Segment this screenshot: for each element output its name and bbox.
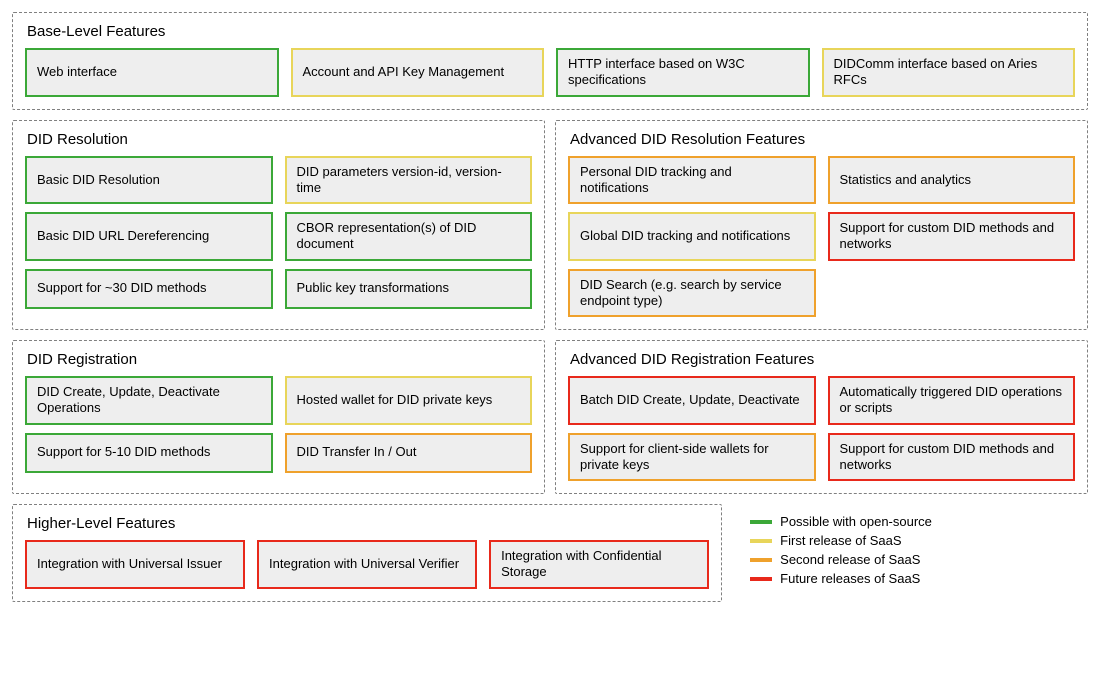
feature-item: Account and API Key Management [291, 48, 545, 97]
feature-item: Web interface [25, 48, 279, 97]
item-grid: Batch DID Create, Update, DeactivateAuto… [568, 376, 1075, 481]
legend-row: First release of SaaS [750, 533, 1084, 548]
legend-swatch [750, 558, 772, 562]
feature-item: DID Create, Update, Deactivate Operation… [25, 376, 273, 425]
legend-row: Future releases of SaaS [750, 571, 1084, 586]
row-bottom: Higher-Level Features Integration with U… [12, 504, 1088, 612]
feature-item: DIDComm interface based on Aries RFCs [822, 48, 1076, 97]
feature-item: CBOR representation(s) of DID document [285, 212, 533, 261]
feature-item: Integration with Universal Verifier [257, 540, 477, 589]
legend-label: Future releases of SaaS [780, 571, 920, 586]
section-advanced-registration: Advanced DID Registration Features Batch… [555, 340, 1088, 494]
section-advanced-resolution: Advanced DID Resolution Features Persona… [555, 120, 1088, 331]
legend-label: First release of SaaS [780, 533, 901, 548]
item-grid: DID Create, Update, Deactivate Operation… [25, 376, 532, 473]
legend-row: Possible with open-source [750, 514, 1084, 529]
feature-item: Support for 5-10 DID methods [25, 433, 273, 473]
section-title: Base-Level Features [27, 23, 1075, 40]
feature-item: Automatically triggered DID operations o… [828, 376, 1076, 425]
feature-item: Batch DID Create, Update, Deactivate [568, 376, 816, 425]
feature-item: Support for custom DID methods and netwo… [828, 212, 1076, 261]
feature-item: DID parameters version-id, version-time [285, 156, 533, 205]
item-grid: Integration with Universal IssuerIntegra… [25, 540, 709, 589]
section-title: DID Resolution [27, 131, 532, 148]
legend: Possible with open-source First release o… [732, 504, 1088, 594]
feature-item: Hosted wallet for DID private keys [285, 376, 533, 425]
legend-label: Possible with open-source [780, 514, 932, 529]
feature-item: Support for client-side wallets for priv… [568, 433, 816, 482]
legend-label: Second release of SaaS [780, 552, 920, 567]
item-grid: Personal DID tracking and notificationsS… [568, 156, 1075, 318]
feature-item: Global DID tracking and notifications [568, 212, 816, 261]
legend-swatch [750, 539, 772, 543]
feature-item: Support for custom DID methods and netwo… [828, 433, 1076, 482]
section-title: Advanced DID Resolution Features [570, 131, 1075, 148]
section-higher-level: Higher-Level Features Integration with U… [12, 504, 722, 602]
row-resolution: DID Resolution Basic DID ResolutionDID p… [12, 120, 1088, 331]
item-grid: Web interfaceAccount and API Key Managem… [25, 48, 1075, 97]
feature-item: Statistics and analytics [828, 156, 1076, 205]
section-title: Higher-Level Features [27, 515, 709, 532]
section-base-level: Base-Level Features Web interfaceAccount… [12, 12, 1088, 110]
feature-item: Integration with Confidential Storage [489, 540, 709, 589]
row-registration: DID Registration DID Create, Update, Dea… [12, 340, 1088, 494]
section-title: DID Registration [27, 351, 532, 368]
feature-item: Personal DID tracking and notifications [568, 156, 816, 205]
legend-swatch [750, 520, 772, 524]
section-did-resolution: DID Resolution Basic DID ResolutionDID p… [12, 120, 545, 331]
feature-item: Basic DID URL Dereferencing [25, 212, 273, 261]
section-did-registration: DID Registration DID Create, Update, Dea… [12, 340, 545, 494]
feature-item: Basic DID Resolution [25, 156, 273, 205]
feature-item: DID Transfer In / Out [285, 433, 533, 473]
feature-item: DID Search (e.g. search by service endpo… [568, 269, 816, 318]
legend-swatch [750, 577, 772, 581]
feature-item: HTTP interface based on W3C specificatio… [556, 48, 810, 97]
section-title: Advanced DID Registration Features [570, 351, 1075, 368]
legend-row: Second release of SaaS [750, 552, 1084, 567]
feature-item: Integration with Universal Issuer [25, 540, 245, 589]
feature-item: Support for ~30 DID methods [25, 269, 273, 309]
item-grid: Basic DID ResolutionDID parameters versi… [25, 156, 532, 309]
feature-item: Public key transformations [285, 269, 533, 309]
